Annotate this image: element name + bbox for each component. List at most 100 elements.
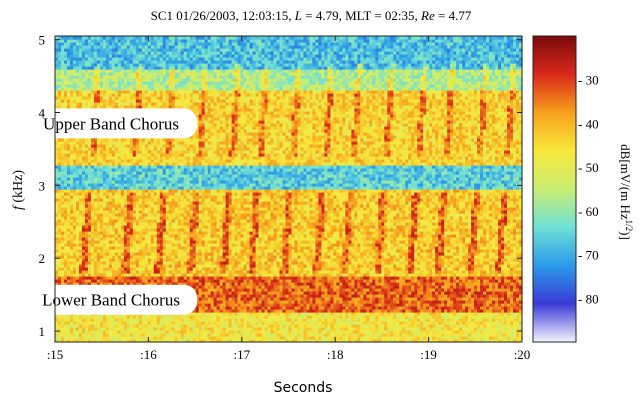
heatmap-cell xyxy=(168,168,173,172)
heatmap-cell xyxy=(162,87,167,91)
heatmap-cell xyxy=(81,147,86,151)
heatmap-cell xyxy=(90,99,95,103)
heatmap-cell xyxy=(84,261,89,265)
heatmap-cell xyxy=(66,171,71,175)
heatmap-cell xyxy=(129,60,134,64)
heatmap-cell xyxy=(150,336,155,340)
heatmap-cell xyxy=(165,159,170,163)
heatmap-cell xyxy=(144,84,149,88)
heatmap-cell xyxy=(147,141,152,145)
heatmap-cell xyxy=(66,333,71,337)
heatmap-cell xyxy=(72,282,77,286)
heatmap-cell xyxy=(123,225,128,229)
heatmap-cell xyxy=(168,234,173,238)
heatmap-cell xyxy=(123,216,128,220)
heatmap-cell xyxy=(75,60,80,64)
heatmap-cell xyxy=(159,207,164,211)
heatmap-cell xyxy=(81,168,86,172)
heatmap-cell xyxy=(147,90,152,94)
heatmap-cell xyxy=(162,144,167,148)
heatmap-cell xyxy=(75,204,80,208)
heatmap-cell xyxy=(63,48,68,52)
heatmap-cell xyxy=(96,165,101,169)
heatmap-cell xyxy=(135,330,140,334)
heatmap-cell xyxy=(57,72,62,76)
heatmap-cell xyxy=(195,81,200,85)
heatmap-cell xyxy=(138,36,143,40)
heatmap-cell xyxy=(93,39,98,43)
heatmap-cell xyxy=(84,267,89,271)
heatmap-cell xyxy=(90,162,95,166)
heatmap-cell xyxy=(114,234,119,238)
heatmap-cell xyxy=(153,327,158,331)
heatmap-cell xyxy=(55,57,59,61)
heatmap-cell xyxy=(123,99,128,103)
heatmap-cell xyxy=(147,171,152,175)
heatmap-cell xyxy=(123,252,128,256)
heatmap-cell xyxy=(141,39,146,43)
heatmap-cell xyxy=(63,243,68,247)
heatmap-cell xyxy=(156,57,161,61)
heatmap-cell xyxy=(174,249,179,253)
heatmap-cell xyxy=(192,36,197,40)
heatmap-cell xyxy=(186,60,191,64)
heatmap-cell xyxy=(123,207,128,211)
heatmap-cell xyxy=(69,279,74,283)
heatmap-cell xyxy=(150,333,155,337)
heatmap-cell xyxy=(117,54,122,58)
heatmap-cell xyxy=(57,222,62,226)
heatmap-cell xyxy=(123,63,128,67)
heatmap-cell xyxy=(90,228,95,232)
heatmap-cell xyxy=(162,195,167,199)
heatmap-cell xyxy=(195,69,200,73)
heatmap-cell xyxy=(96,222,101,226)
heatmap-cell xyxy=(69,48,74,52)
heatmap-cell xyxy=(195,261,200,265)
heatmap-cell xyxy=(81,258,86,262)
heatmap-cell xyxy=(168,258,173,262)
heatmap-cell xyxy=(198,213,203,217)
heatmap-cell xyxy=(189,189,194,193)
heatmap-cell xyxy=(96,141,101,145)
heatmap-cell xyxy=(180,105,185,109)
heatmap-cell xyxy=(75,162,80,166)
heatmap-cell xyxy=(180,324,185,328)
heatmap-cell xyxy=(195,252,200,256)
heatmap-cell xyxy=(120,258,125,262)
heatmap-cell xyxy=(171,102,176,106)
heatmap-cell xyxy=(177,63,182,67)
heatmap-cell xyxy=(150,252,155,256)
heatmap-cell xyxy=(66,156,71,160)
heatmap-cell xyxy=(177,192,182,196)
heatmap-cell xyxy=(117,270,122,274)
heatmap-cell xyxy=(66,147,71,151)
heatmap-cell xyxy=(192,141,197,145)
heatmap-cell xyxy=(180,330,185,334)
heatmap-cell xyxy=(120,213,125,217)
heatmap-cell xyxy=(165,99,170,103)
heatmap-cell xyxy=(78,243,83,247)
heatmap-cell xyxy=(123,210,128,214)
heatmap-cell xyxy=(135,192,140,196)
heatmap-cell xyxy=(189,231,194,235)
heatmap-cell xyxy=(84,225,89,229)
heatmap-cell xyxy=(192,180,197,184)
heatmap-cell xyxy=(144,87,149,91)
heatmap-cell xyxy=(144,105,149,109)
heatmap-cell xyxy=(135,87,140,91)
heatmap-cell xyxy=(63,219,68,223)
heatmap-cell xyxy=(99,171,104,175)
heatmap-cell xyxy=(132,264,137,268)
heatmap-cell xyxy=(123,336,128,340)
heatmap-cell xyxy=(105,93,110,97)
heatmap-cell xyxy=(198,321,203,325)
heatmap-cell xyxy=(78,168,83,172)
heatmap-cell xyxy=(81,237,86,241)
heatmap-cell xyxy=(120,39,125,43)
heatmap-cell xyxy=(138,84,143,88)
heatmap-cell xyxy=(90,84,95,88)
heatmap-cell xyxy=(174,231,179,235)
heatmap-cell xyxy=(135,162,140,166)
heatmap-cell xyxy=(162,219,167,223)
heatmap-cell xyxy=(153,189,158,193)
